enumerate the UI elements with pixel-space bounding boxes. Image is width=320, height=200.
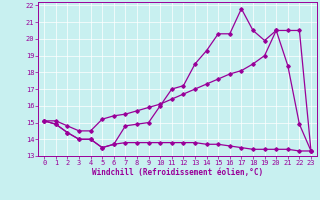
X-axis label: Windchill (Refroidissement éolien,°C): Windchill (Refroidissement éolien,°C) — [92, 168, 263, 177]
